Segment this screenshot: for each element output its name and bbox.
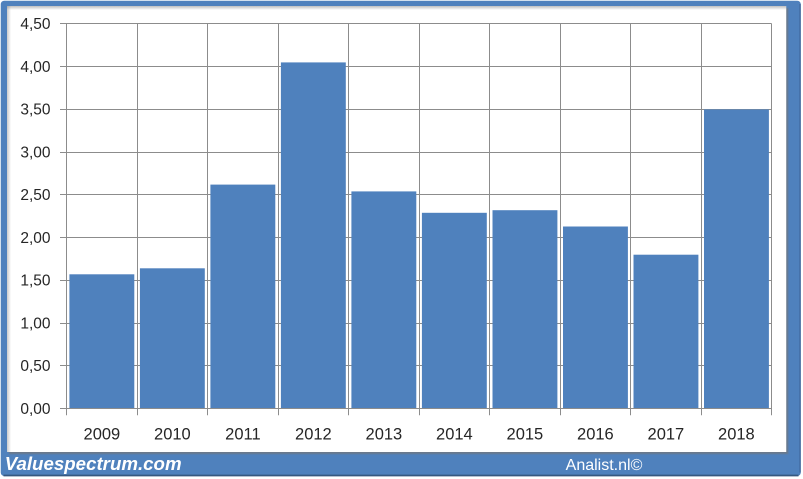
svg-text:2016: 2016: [577, 426, 614, 444]
svg-text:2015: 2015: [507, 426, 544, 444]
svg-text:2012: 2012: [295, 426, 332, 444]
svg-text:3,00: 3,00: [20, 144, 51, 161]
svg-text:Analist.nl©: Analist.nl©: [566, 457, 643, 474]
svg-text:4,50: 4,50: [20, 16, 51, 33]
svg-text:2,00: 2,00: [20, 230, 51, 247]
svg-text:1,50: 1,50: [20, 273, 51, 290]
svg-text:2014: 2014: [436, 426, 473, 444]
svg-text:4,00: 4,00: [20, 59, 51, 76]
svg-text:0,00: 0,00: [20, 401, 51, 418]
svg-text:2013: 2013: [366, 426, 403, 444]
svg-text:3,50: 3,50: [20, 102, 51, 119]
svg-text:2017: 2017: [648, 426, 685, 444]
svg-text:2009: 2009: [84, 426, 121, 444]
svg-text:2011: 2011: [225, 426, 260, 444]
svg-text:Valuespectrum.com: Valuespectrum.com: [5, 453, 182, 474]
svg-text:0,50: 0,50: [20, 358, 51, 375]
svg-text:2018: 2018: [718, 426, 755, 444]
svg-text:2,50: 2,50: [20, 187, 51, 204]
svg-text:2010: 2010: [154, 426, 191, 444]
svg-text:1,00: 1,00: [20, 315, 51, 332]
